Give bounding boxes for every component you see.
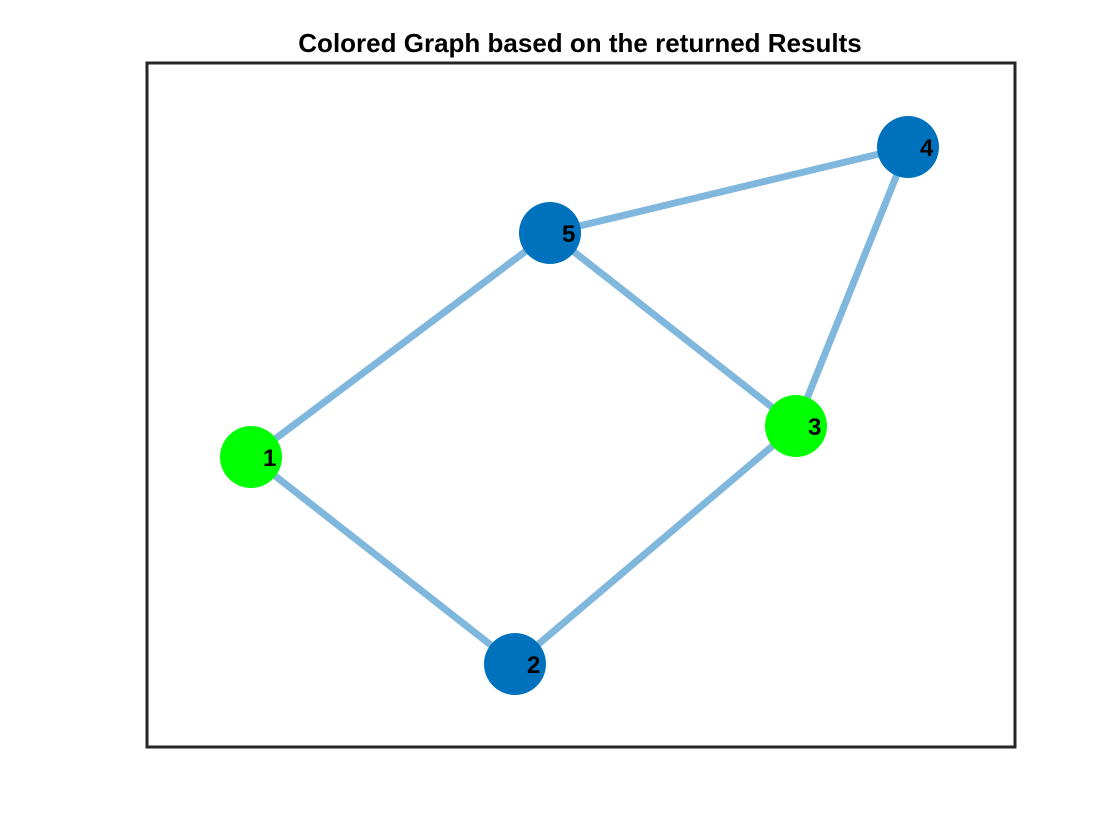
node-1: 1 [220, 426, 282, 488]
node-3-label: 3 [808, 414, 821, 441]
node-4-marker [877, 116, 939, 178]
nodes-layer: 1 2 3 4 5 [220, 116, 939, 695]
node-1-marker [220, 426, 282, 488]
node-5: 5 [519, 202, 581, 264]
node-5-label: 5 [562, 221, 575, 248]
node-1-label: 1 [263, 445, 276, 472]
node-2: 2 [484, 633, 546, 695]
edge-4-5 [549, 143, 909, 237]
node-4: 4 [877, 116, 939, 178]
edge-3-4 [792, 145, 912, 428]
node-2-label: 2 [527, 652, 540, 679]
edge-3-5 [547, 230, 799, 429]
node-3: 3 [765, 395, 827, 457]
axes-box [145, 61, 1017, 749]
node-3-marker [765, 395, 827, 457]
chart-title: Colored Graph based on the returned Resu… [298, 28, 861, 58]
edge-1-5 [248, 230, 553, 460]
edge-2-3 [512, 423, 799, 667]
node-5-marker [519, 202, 581, 264]
edge-1-2 [248, 454, 518, 667]
node-4-label: 4 [920, 135, 934, 162]
node-2-marker [484, 633, 546, 695]
edges-layer [248, 143, 912, 667]
